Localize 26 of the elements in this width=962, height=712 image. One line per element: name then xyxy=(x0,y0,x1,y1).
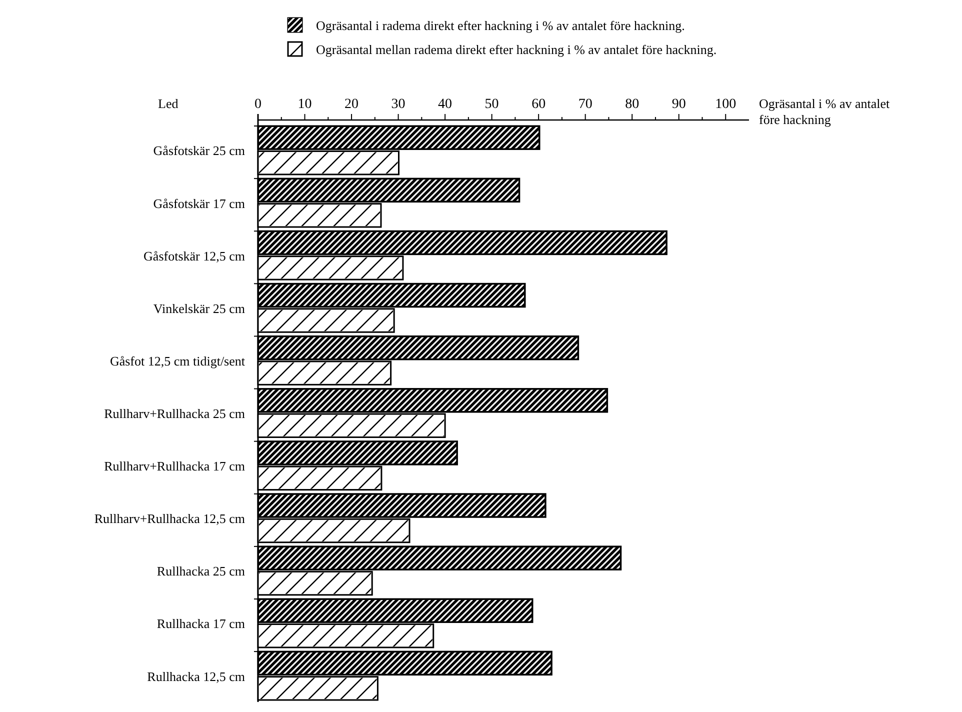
y-tick-label: Rullhacka 17 cm xyxy=(156,616,245,632)
y-tick-label: Rullharv+Rullhacka 12,5 cm xyxy=(94,511,245,526)
y-tick-label: Rullharv+Rullhacka 17 cm xyxy=(104,458,245,474)
y-axis-title: Led xyxy=(158,96,179,111)
y-tick-label: Gåsfotskär 12,5 cm xyxy=(144,248,245,264)
legend-label: Ogräsantal mellan radema direkt efter hackning i % av antalet före hackning. xyxy=(316,42,717,57)
x-tick-label: 50 xyxy=(484,97,499,112)
x-tick-label: 90 xyxy=(672,97,686,112)
x-tick-label: 80 xyxy=(625,97,640,112)
x-tick-label: 30 xyxy=(391,97,406,112)
x-tick-label: 10 xyxy=(298,97,312,112)
x-tick-label: 40 xyxy=(438,97,452,112)
x-tick-label: 0 xyxy=(254,97,262,112)
x-tick-label: 60 xyxy=(532,97,546,112)
y-tick-label: Rullharv+Rullhacka 25 cm xyxy=(104,406,245,421)
y-tick-label: Rullhacka 12,5 cm xyxy=(147,668,245,684)
y-tick-label: Gåsfotskär 17 cm xyxy=(153,196,245,211)
y-tick-label: Gåsfotskär 25 cm xyxy=(153,143,245,158)
y-tick-label: Gåsfot 12,5 cm tidigt/sent xyxy=(110,353,246,368)
y-tick-label: Rullhacka 25 cm xyxy=(156,564,245,579)
legend-label: Ogräsantal i radema direkt efter hackning i % av antalet före hackning. xyxy=(316,18,685,33)
x-tick-label: 20 xyxy=(344,97,359,112)
y-tick-label: Vinkelskär 25 cm xyxy=(153,300,245,316)
x-axis-title: Ogräsantal i % av antalet före hackning xyxy=(759,96,890,127)
x-tick-label: 100 xyxy=(715,97,736,112)
x-tick-label: 70 xyxy=(578,97,592,112)
